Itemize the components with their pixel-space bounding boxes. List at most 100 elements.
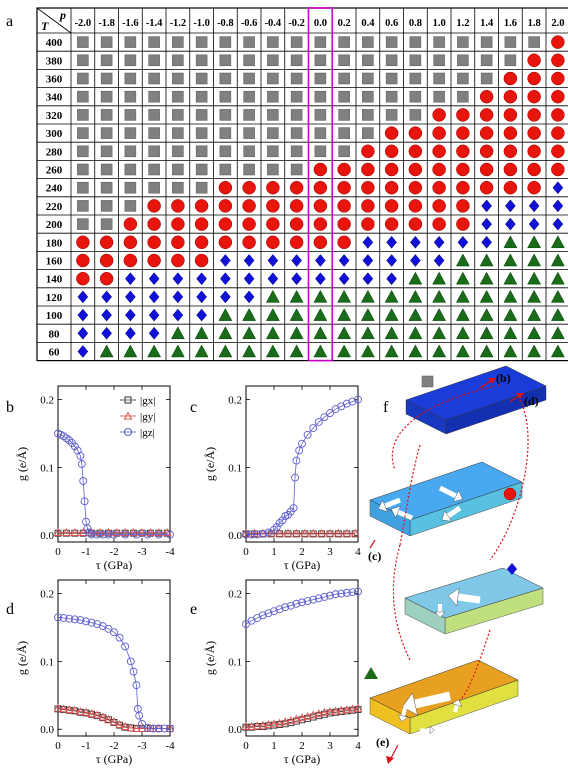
path-line: [399, 444, 421, 546]
triangle-marker: [242, 326, 257, 340]
triangle-marker: [503, 253, 518, 267]
data-point: [292, 528, 301, 537]
square-marker: [290, 127, 303, 139]
y-tick-label: 0.1: [228, 656, 242, 668]
data-point: [112, 528, 122, 536]
table-p-value: 1.8: [528, 18, 541, 29]
circle-marker: [99, 271, 114, 286]
data-point: [104, 530, 113, 539]
y-tick-label: 0.0: [40, 530, 54, 542]
square-marker: [243, 145, 255, 158]
triangle-marker: [313, 308, 328, 321]
diamond-marker: [481, 235, 492, 249]
square-marker: [100, 163, 113, 176]
legend-marker: [124, 428, 132, 436]
x-tick-label: 0: [55, 740, 61, 752]
data-point: [291, 473, 299, 482]
square-marker: [385, 36, 398, 48]
table-T-value: 380: [46, 55, 63, 67]
diamond-marker: [148, 308, 160, 322]
data-point: [129, 528, 138, 536]
diamond-marker: [220, 290, 231, 304]
triangle-marker: [479, 253, 494, 267]
square-marker: [433, 90, 445, 103]
square-marker: [77, 200, 89, 212]
diamond-marker: [433, 254, 445, 267]
data-point: [283, 528, 293, 537]
table-p-value: -0.8: [217, 18, 234, 29]
circle-marker: [551, 89, 565, 104]
plot-frame: [57, 385, 171, 543]
circle-marker: [527, 53, 541, 68]
data-point: [154, 528, 164, 536]
triangle-marker: [455, 308, 470, 321]
triangle-marker: [550, 271, 565, 285]
data-point: [160, 724, 169, 733]
table-T-value: 120: [46, 292, 63, 304]
square-marker: [457, 72, 469, 85]
diamond-marker: [386, 254, 397, 267]
path-label: (c): [368, 549, 381, 563]
circle-marker: [527, 162, 541, 177]
data-point: [53, 703, 63, 712]
data-point: [126, 723, 136, 732]
data-point: [79, 529, 87, 537]
table-T-value: 140: [46, 274, 63, 286]
data-point: [110, 628, 118, 637]
table-p-value: -1.6: [122, 18, 139, 29]
diamond-marker: [507, 563, 517, 575]
diamond-marker: [552, 181, 564, 195]
x-tick-label: -1: [81, 740, 90, 752]
vortex-arrow-head: [391, 505, 401, 519]
x-tick-label: -3: [137, 546, 147, 558]
circle-marker: [242, 180, 256, 195]
square-marker: [480, 72, 493, 85]
data-point: [284, 530, 292, 538]
diamond-marker: [362, 235, 374, 249]
data-point: [351, 530, 359, 538]
highlight-column: [307, 7, 334, 362]
diamond-marker: [148, 326, 160, 340]
triangle-marker: [527, 271, 542, 285]
data-point: [54, 529, 62, 537]
data-point: [76, 707, 85, 716]
chart-b: 0.0 0.1 0.2 0 -1 -2 -3 -4 τ (GPa) g (e/Å) |gx| |gy|…: [15, 385, 175, 572]
circle-marker: [503, 126, 518, 140]
diamond-marker: [528, 199, 540, 213]
polar-arrow-head: [447, 587, 460, 607]
circle-marker: [479, 108, 494, 122]
table-T-value: 320: [46, 110, 63, 122]
square-marker: [314, 109, 327, 121]
data-point: [253, 530, 262, 539]
triangle-marker: [455, 271, 470, 285]
vortex-arrow: [384, 497, 401, 509]
diamond-marker: [291, 272, 302, 286]
circle-marker: [361, 180, 375, 195]
triangle-marker: [550, 308, 565, 321]
x-tick-label: 4: [355, 740, 361, 752]
triangle-marker: [503, 289, 518, 303]
circle-marker: [147, 199, 161, 213]
square-marker: [362, 72, 374, 85]
data-point: [270, 525, 278, 534]
circle-marker: [218, 217, 233, 231]
data-point: [314, 417, 323, 426]
data-point: [303, 711, 312, 720]
y-tick-label: 0.2: [228, 395, 242, 407]
square-marker: [195, 127, 208, 139]
circle-marker: [123, 217, 138, 231]
triangle-marker: [432, 308, 447, 321]
triangle-marker: [265, 326, 280, 340]
data-point: [264, 720, 273, 728]
data-point: [241, 528, 251, 537]
triangle-marker: [432, 344, 447, 358]
data-point: [270, 607, 278, 616]
data-point: [292, 599, 301, 608]
square-marker: [77, 163, 89, 176]
square-marker: [124, 200, 137, 212]
data-point: [297, 713, 307, 722]
triangle-marker: [194, 326, 209, 340]
square-marker: [172, 54, 184, 67]
circle-marker: [361, 199, 375, 213]
triangle-marker: [289, 326, 304, 340]
